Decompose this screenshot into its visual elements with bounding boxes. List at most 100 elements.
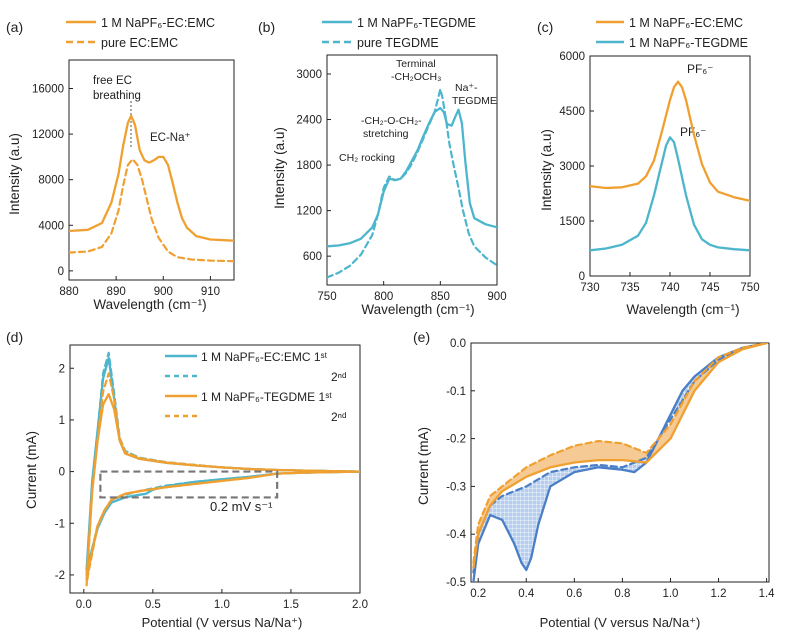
annotation-terminal: Terminal	[396, 58, 436, 70]
y-tick-label-d: 2	[59, 363, 65, 375]
panel-b-legend: 1 M NaPF₆-TEGDME pure TEGDME	[322, 16, 476, 50]
ylabel-c: Intensity (a.u)	[539, 129, 554, 211]
plot-area-c	[590, 80, 750, 252]
x-tick-label-b: 750	[317, 291, 336, 303]
xlabel-d: Potential (V versus Na/Na⁺)	[142, 615, 303, 630]
y-tick-label-a: 12000	[32, 129, 64, 141]
legend-d-3: 1 M NaPF₆-TEGDME 1ˢᵗ	[201, 390, 332, 404]
x-tick-label-e: 0.6	[566, 588, 582, 600]
x-tick-label-d: 0.0	[76, 599, 92, 611]
plot-area-d	[85, 351, 360, 587]
y-tick-label-d: -1	[55, 518, 65, 530]
plot-area-b	[327, 88, 497, 279]
x-tick-label-a: 900	[154, 286, 173, 298]
x-tick-label-e: 0.8	[614, 588, 630, 600]
panel-e-label: (e)	[413, 329, 430, 345]
x-tick-label-e: 1.4	[759, 588, 776, 600]
x-tick-label-c: 745	[700, 282, 719, 294]
y-tick-label-e: -0.5	[446, 577, 466, 589]
x-tick-label-c: 740	[660, 282, 679, 294]
x-tick-label-e: 0.2	[470, 588, 486, 600]
ylabel-d: Current (mA)	[24, 431, 39, 509]
series-e-4	[472, 343, 768, 565]
x-tick-label-d: 1.0	[214, 599, 230, 611]
plot-frame-e	[470, 342, 770, 583]
x-tick-label-a: 910	[201, 286, 220, 298]
annotation-pf6-top: PF₆⁻	[687, 62, 714, 76]
series-c-2	[590, 136, 750, 252]
series-b-1	[327, 106, 497, 248]
y-tick-label-e: -0.2	[446, 434, 466, 446]
x-tick-label-b: 850	[431, 291, 450, 303]
panel-e: (e) 0.2 0.4 0.6 0.8 1.0 1.2 1.4 0.0 -0.1 -0.2 -0.3…	[413, 329, 775, 630]
annotation-ch2-o-ch2: -CH₂-O-CH₂-	[361, 115, 422, 127]
y-tick-label-c: 1500	[559, 216, 585, 228]
panel-a-legend: 1 M NaPF₆-EC:EMC pure EC:EMC	[66, 16, 215, 50]
area-blue-hatched	[473, 343, 767, 582]
y-tick-label-a: 16000	[32, 83, 64, 95]
y-tick-label-e: -0.1	[446, 386, 466, 398]
annotation-scan-rate: 0.2 mV s⁻¹	[210, 499, 273, 514]
plot-frame-c	[589, 55, 751, 277]
y-tick-label-a: 0	[58, 266, 64, 278]
plot-frame-b	[326, 54, 498, 286]
annotation-ec-na: EC-Na⁺	[150, 132, 191, 144]
panel-b: (b) 1 M NaPF₆-TEGDME pure TEGDME Termina…	[258, 16, 507, 317]
y-tick-label-c: 4500	[559, 106, 585, 118]
xlabel-e: Potential (V versus Na/Na⁺)	[540, 615, 701, 630]
series-d-4	[85, 372, 360, 587]
x-tick-label-e: 0.4	[518, 588, 535, 600]
series-d-3	[85, 392, 360, 582]
y-tick-label-b: 2400	[296, 115, 322, 127]
panel-d-label: (d)	[6, 329, 23, 345]
y-tick-label-b: 1800	[296, 160, 322, 172]
annotation-stretching: stretching	[363, 128, 409, 140]
xlabel-b: Wavelength (cm⁻¹)	[361, 302, 474, 317]
legend-a-2: pure EC:EMC	[101, 36, 178, 50]
series-e-3	[472, 343, 768, 569]
annotation-free-ec: free EC	[93, 75, 132, 87]
x-tick-label-e: 1.0	[662, 588, 678, 600]
y-tick-label-d: 0	[59, 467, 65, 479]
series-a-2	[69, 158, 234, 263]
x-tick-label-c: 750	[740, 282, 759, 294]
y-tick-label-b: 600	[303, 251, 322, 263]
legend-d-1: 1 M NaPF₆-EC:EMC 1ˢᵗ	[201, 350, 328, 364]
panel-c-label: (c)	[537, 19, 553, 35]
xlabel-a: Wavelength (cm⁻¹)	[93, 297, 206, 312]
x-tick-label-a: 880	[59, 286, 78, 298]
legend-b-2: pure TEGDME	[357, 36, 439, 50]
y-tick-label-d: 1	[59, 415, 65, 427]
ylabel-b: Intensity (a.u)	[272, 127, 287, 209]
series-b-2	[327, 88, 497, 279]
panel-c: (c) 1 M NaPF₆-EC:EMC 1 M NaPF₆-TEGDME PF…	[537, 16, 760, 317]
y-tick-label-c: 0	[579, 271, 585, 283]
plot-area-e	[472, 343, 768, 582]
area-orange	[473, 343, 767, 568]
panel-b-label: (b)	[258, 19, 275, 35]
legend-a-1: 1 M NaPF₆-EC:EMC	[101, 16, 215, 30]
x-tick-label-e: 1.2	[711, 588, 727, 600]
y-tick-label-e: -0.4	[446, 529, 466, 541]
y-tick-label-d: -2	[55, 570, 65, 582]
x-tick-label-b: 900	[487, 291, 506, 303]
series-c-1	[590, 80, 750, 202]
y-tick-label-b: 1200	[296, 206, 322, 218]
panel-d-legend: 1 M NaPF₆-EC:EMC 1ˢᵗ 2ⁿᵈ 1 M NaPF₆-TEGDM…	[165, 350, 347, 424]
annotation-na: Na⁺-	[455, 82, 478, 94]
y-tick-label-a: 8000	[38, 175, 64, 187]
xlabel-c: Wavelength (cm⁻¹)	[626, 302, 739, 317]
series-a-1	[69, 114, 234, 242]
y-tick-label-e: -0.3	[446, 481, 466, 493]
legend-d-2: 2ⁿᵈ	[331, 370, 347, 384]
x-tick-label-d: 2.0	[352, 599, 368, 611]
plot-area-a	[69, 114, 234, 263]
y-tick-label-a: 4000	[38, 220, 64, 232]
ylabel-e: Current (mA)	[416, 427, 431, 505]
x-tick-label-d: 1.5	[283, 599, 299, 611]
series-d-2	[85, 351, 360, 577]
y-tick-label-e: 0.0	[450, 338, 466, 350]
legend-c-2: 1 M NaPF₆-TEGDME	[629, 36, 748, 50]
plot-frame-d	[69, 344, 361, 594]
